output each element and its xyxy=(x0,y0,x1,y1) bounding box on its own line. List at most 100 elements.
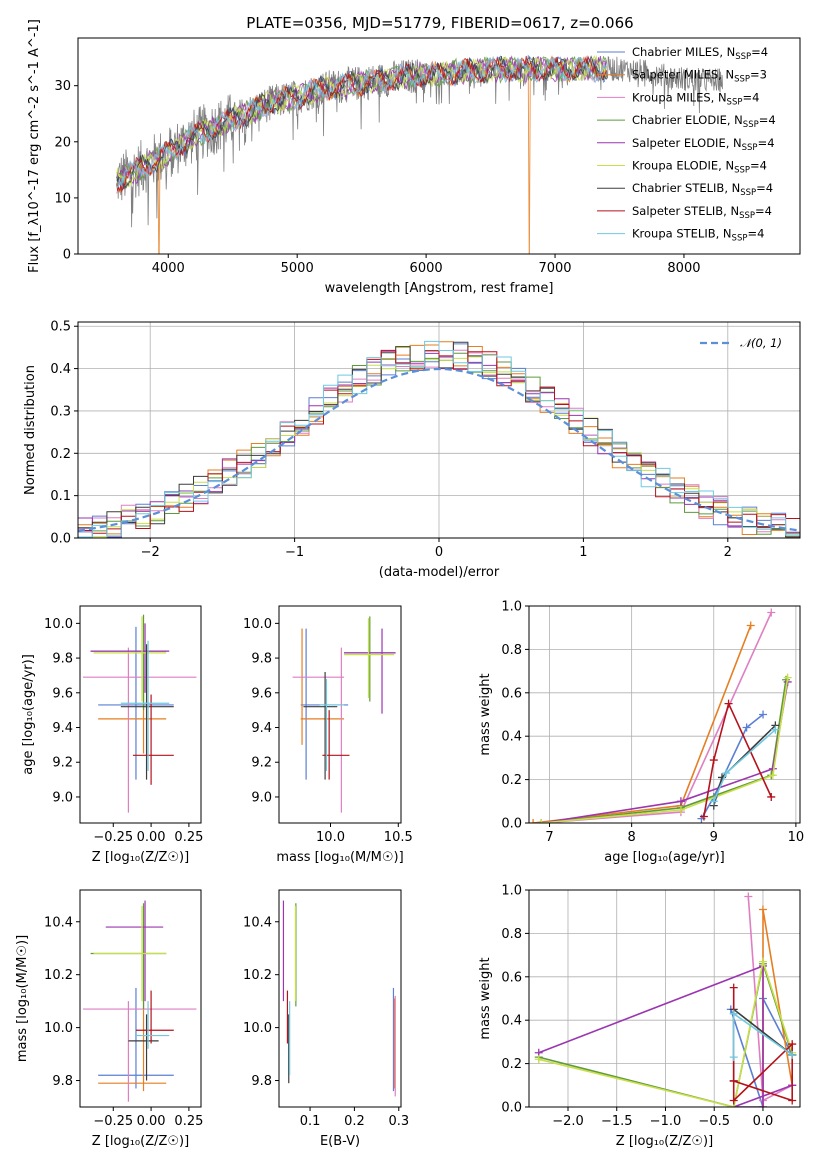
legend-label: 𝒩(0, 1) xyxy=(740,336,782,350)
x-axis-label: mass [log₁₀(M/M☉)] xyxy=(276,850,403,865)
plot-area xyxy=(83,900,197,1102)
weight-series-line xyxy=(703,701,773,817)
x-tick-label: 9 xyxy=(710,830,718,845)
data-point xyxy=(729,1009,738,1018)
data-point xyxy=(709,797,718,806)
weight-series-line xyxy=(538,964,793,1107)
y-tick-label: 10.0 xyxy=(44,617,73,632)
data-point xyxy=(722,769,731,778)
spectrum-model-line xyxy=(116,55,607,190)
y-tick-label: 0.6 xyxy=(501,970,522,985)
x-tick-label: 2 xyxy=(724,545,732,560)
y-axis-label: age [log₁₀(age/yr)] xyxy=(21,654,36,775)
x-tick-label: −1.5 xyxy=(601,1114,633,1129)
legend-label: Salpeter ELODIE, NSSP=4 xyxy=(632,136,775,153)
data-point xyxy=(699,812,708,821)
axes-frame xyxy=(278,605,402,824)
data-point xyxy=(742,723,751,732)
figure-title: PLATE=0356, MJD=51779, FIBERID=0617, z=0… xyxy=(246,14,633,32)
data-point xyxy=(534,1055,543,1064)
axes-frame xyxy=(79,605,202,824)
x-tick-label: 0.25 xyxy=(174,1114,203,1129)
x-tick-label: 8000 xyxy=(667,261,700,276)
y-axis-label: mass weight xyxy=(478,673,493,755)
x-tick-label: 8 xyxy=(628,830,636,845)
legend-label: Salpeter MILES, NSSP=3 xyxy=(632,68,767,85)
legend-label: Chabrier STELIB, NSSP=4 xyxy=(632,181,773,198)
data-point xyxy=(529,819,538,823)
y-tick-label: 10.2 xyxy=(44,968,73,983)
spectrum-model-line xyxy=(116,55,608,254)
x-axis-label: Z [log₁₀(Z/Z☉)] xyxy=(92,850,189,865)
data-point xyxy=(768,771,777,780)
y-tick-label: 9.2 xyxy=(52,756,73,771)
x-axis-label: (data-model)/error xyxy=(379,565,500,580)
y-tick-label: 0.8 xyxy=(501,927,522,942)
y-tick-label: 9.0 xyxy=(52,790,73,805)
x-tick-label: 10.0 xyxy=(316,830,345,845)
data-point xyxy=(537,819,546,823)
x-tick-label: 6000 xyxy=(410,261,443,276)
panel-weight_vs_Z: −2.0 −1.5 −1.0 −0.5 0.0 0.0 0.2 0.4 0.6 0.8 1.0 Z [… xyxy=(478,884,801,1149)
y-axis-label: mass [log₁₀(M/M☉)] xyxy=(15,935,30,1062)
y-tick-label: 0.4 xyxy=(501,1014,522,1029)
y-tick-label: 20 xyxy=(54,135,71,150)
plot-area xyxy=(292,616,396,813)
y-tick-label: 0.1 xyxy=(50,489,71,504)
histogram-series xyxy=(78,341,800,538)
y-tick-label: 0.8 xyxy=(501,643,522,658)
spectrum-legend: Chabrier MILES, NSSP=4 Salpeter MILES, NS… xyxy=(597,45,776,244)
data-point xyxy=(758,1103,767,1107)
y-tick-label: 9.4 xyxy=(251,721,272,736)
spectrum-model-line xyxy=(116,56,608,189)
axes-frame xyxy=(528,605,801,824)
plot-area xyxy=(116,54,723,254)
y-tick-label: 0.0 xyxy=(50,532,71,547)
plot-area xyxy=(83,614,197,813)
y-tick-label: 9.6 xyxy=(52,686,73,701)
data-point xyxy=(759,710,768,719)
x-tick-label: −2 xyxy=(141,545,160,560)
x-tick-label: 10.5 xyxy=(384,830,413,845)
x-tick-label: 0.00 xyxy=(137,1114,166,1129)
y-tick-label: 9.8 xyxy=(251,652,272,667)
panel-mass_vs_ebv: 0.1 0.2 0.3 9.8 10.0 10.2 10.4 E(B-V) xyxy=(243,889,409,1149)
x-tick-label: 7000 xyxy=(538,261,571,276)
legend-label: Kroupa STELIB, NSSP=4 xyxy=(632,227,764,244)
y-tick-label: 0.2 xyxy=(501,1057,522,1072)
x-tick-label: −2.0 xyxy=(552,1114,584,1129)
data-point xyxy=(729,983,738,992)
y-tick-label: 9.0 xyxy=(251,790,272,805)
data-point xyxy=(729,1076,738,1085)
panel-spectrum: 4000 5000 6000 7000 8000 0 10 20 30 wavelength [A… xyxy=(27,19,801,296)
y-tick-label: 30 xyxy=(54,79,71,94)
weight-series-line xyxy=(541,612,773,823)
y-axis-label: Flux [f_λ10^-17 erg cm^-2 s^-1 A^-1] xyxy=(27,19,42,273)
data-point xyxy=(724,699,733,708)
histogram-series xyxy=(78,340,800,538)
data-point xyxy=(788,1096,797,1105)
y-tick-label: 10.0 xyxy=(243,1021,272,1036)
data-point xyxy=(771,725,780,734)
data-point xyxy=(744,892,753,901)
plot-area xyxy=(282,900,396,1097)
x-tick-label: −0.25 xyxy=(93,1114,133,1129)
x-tick-label: −1.0 xyxy=(650,1114,682,1129)
y-tick-label: 9.8 xyxy=(251,1074,272,1089)
data-point xyxy=(788,1050,797,1059)
y-tick-label: 9.4 xyxy=(52,721,73,736)
data-point xyxy=(676,797,685,806)
x-tick-label: 0.3 xyxy=(388,1114,409,1129)
plot-area xyxy=(534,892,797,1107)
x-tick-label: 7 xyxy=(545,830,553,845)
spectrum-model-line xyxy=(116,55,608,185)
legend-label: Salpeter STELIB, NSSP=4 xyxy=(632,204,772,221)
data-point xyxy=(758,905,767,914)
x-axis-label: age [log₁₀(age/yr)] xyxy=(604,850,725,865)
y-tick-label: 9.8 xyxy=(52,1074,73,1089)
y-tick-label: 1.0 xyxy=(501,884,522,899)
y-tick-label: 10.0 xyxy=(243,617,272,632)
y-axis-label: Normed distribution xyxy=(23,365,38,495)
x-tick-label: 0.25 xyxy=(174,830,203,845)
y-tick-label: 0.2 xyxy=(50,447,71,462)
